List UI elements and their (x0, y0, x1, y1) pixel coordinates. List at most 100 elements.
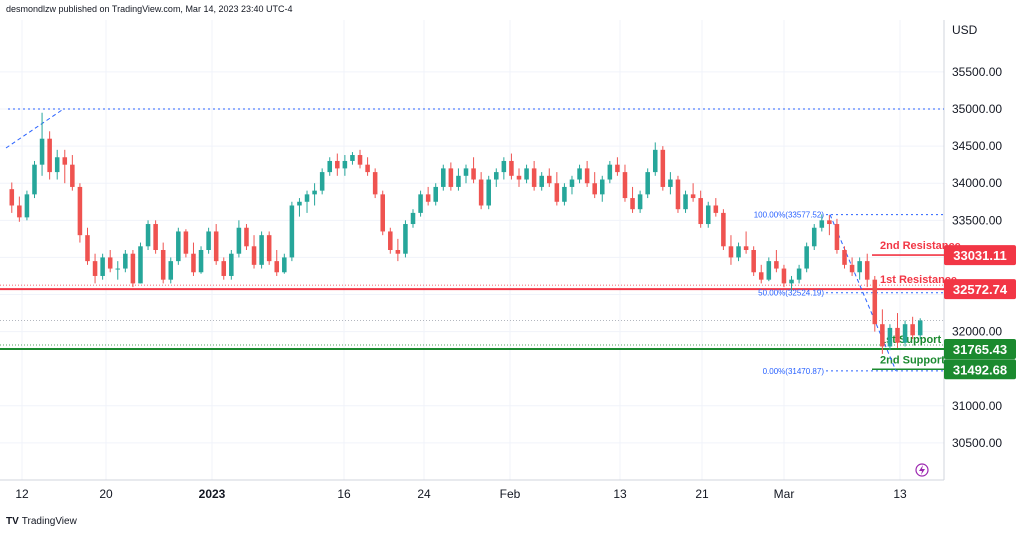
candle-body (425, 194, 431, 202)
flash-icon[interactable] (915, 463, 929, 477)
candle-body (660, 149, 666, 187)
candle-body (274, 261, 280, 273)
candle-body (100, 257, 105, 276)
candle-body (554, 183, 560, 202)
fibonacci-levels: 100.00%(33577.52) 50.00%(32524.19) 0.00%(3… (754, 211, 944, 376)
candle-body (486, 179, 491, 206)
candle-body (471, 168, 476, 180)
candle-body (70, 164, 75, 187)
candle-body (266, 235, 272, 262)
candle-body (350, 155, 355, 161)
candle-body (766, 261, 772, 280)
candle-body (85, 235, 90, 262)
candle-body (206, 231, 211, 250)
candle-body (236, 227, 242, 254)
candle-body (599, 179, 605, 195)
candle-body (690, 194, 696, 199)
trend-dashed-line (5, 109, 63, 149)
candle-body (123, 253, 128, 269)
candle-body (569, 179, 575, 187)
candle-body (630, 198, 635, 210)
candle-body (645, 172, 650, 195)
candle-body (607, 164, 613, 180)
candle-body (289, 205, 295, 258)
candle-body (244, 227, 249, 247)
candle-body (9, 189, 15, 206)
chart-grid (0, 20, 944, 480)
candle-body (917, 320, 923, 336)
candle-body (319, 172, 325, 191)
candle-body (796, 268, 802, 280)
candle-body (107, 257, 113, 269)
level-label: 2nd Resistance (880, 240, 961, 252)
currency-label: USD (952, 23, 978, 37)
candle-body (176, 231, 181, 262)
y-tick-label: 33500.00 (952, 213, 1002, 227)
candle-body (357, 155, 363, 165)
y-tick-label: 35500.00 (952, 65, 1002, 79)
x-tick-label: 16 (337, 487, 351, 501)
fib-label: 0.00%(31470.87) (763, 367, 825, 376)
candle-body (705, 205, 711, 225)
candle-body (297, 201, 302, 206)
candle-body (221, 261, 227, 276)
candle-body (168, 261, 174, 280)
candle-body (282, 257, 287, 273)
level-tag (944, 245, 1016, 266)
candle-body (441, 168, 446, 187)
y-tick-label: 35000.00 (952, 102, 1002, 116)
candle-body (622, 172, 628, 199)
level-tag-value: 31492.68 (953, 362, 1007, 377)
level-label: 1st Resistance (880, 274, 957, 286)
x-tick-label: 21 (695, 487, 709, 501)
y-tick-label: 34500.00 (952, 139, 1002, 153)
x-tick-label: 13 (613, 487, 627, 501)
x-tick-label: 20 (99, 487, 113, 501)
candle-body (138, 246, 143, 284)
candle-body (24, 194, 30, 218)
candle-body (698, 198, 703, 225)
candle-body (827, 220, 832, 225)
candle-body (834, 224, 840, 250)
candle-body (335, 160, 340, 169)
tradingview-logo-text: TradingView (21, 516, 77, 527)
candle-body (501, 160, 507, 173)
candle-body (637, 194, 643, 210)
candle-body (183, 231, 189, 254)
candle-body (736, 246, 741, 258)
candle-body (577, 168, 582, 180)
candle-body (395, 250, 401, 254)
candle-body (524, 168, 529, 180)
candle-body (509, 160, 514, 176)
candle-body (857, 261, 862, 273)
x-tick-label: 24 (417, 487, 431, 501)
candle-body (531, 168, 537, 187)
y-tick-label: 30500.00 (952, 436, 1002, 450)
fib-label: 50.00%(32524.19) (758, 289, 824, 298)
candle-body (864, 261, 870, 280)
fib-diagonal (829, 214, 897, 372)
candle-body (516, 175, 522, 180)
level-tag (944, 279, 1016, 300)
candle-body (62, 157, 68, 165)
candle-body (880, 324, 885, 347)
candle-body (259, 235, 264, 265)
fib-label: 100.00%(33577.52) (754, 211, 825, 220)
candle-body (213, 231, 219, 262)
candle-body (456, 175, 461, 187)
candle-body (403, 224, 408, 254)
candle-body (153, 224, 158, 250)
x-tick-label: 2023 (199, 487, 226, 501)
candle-body (819, 220, 825, 228)
candle-body (410, 212, 416, 225)
level-tag-value: 31765.43 (953, 342, 1007, 357)
level-price-tags: 33031.11 32572.74 31765.43 31492.68 (944, 245, 1016, 380)
candle-body (842, 250, 847, 265)
candle-body (849, 264, 855, 273)
tradingview-logo-mark: TV (6, 516, 19, 527)
candle-body (562, 186, 567, 202)
candle-body (365, 164, 370, 173)
candle-body (781, 268, 787, 284)
